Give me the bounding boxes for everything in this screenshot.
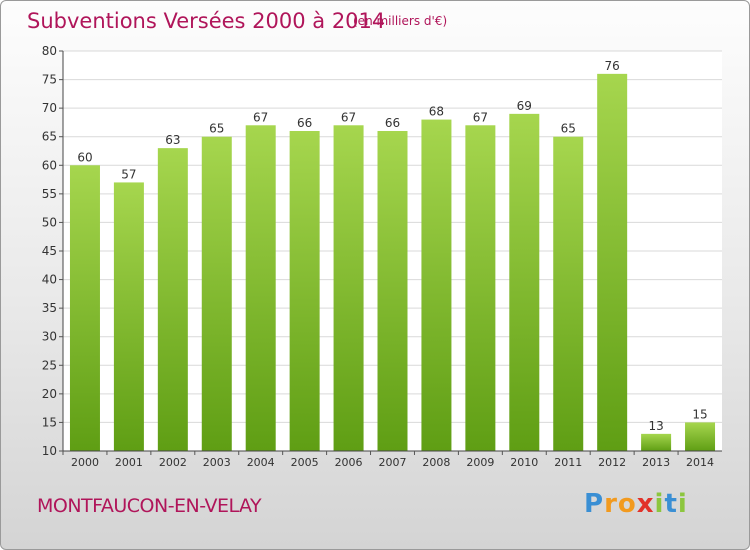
logo-letter: x	[636, 489, 655, 519]
bar-2011	[553, 136, 584, 451]
logo-letter: t	[664, 489, 678, 519]
data-label: 15	[692, 407, 707, 421]
x-tick-label: 2006	[335, 456, 363, 469]
bar-2001	[113, 182, 144, 451]
y-tick-label: 25	[42, 358, 57, 372]
data-label: 69	[517, 99, 532, 113]
y-tick-label: 70	[42, 101, 57, 115]
bar-2005	[289, 131, 320, 451]
bar-2009	[465, 125, 496, 452]
data-label: 76	[605, 59, 620, 73]
y-tick-label: 80	[42, 44, 57, 58]
y-tick-label: 40	[42, 273, 57, 287]
y-tick-label: 50	[42, 215, 57, 229]
x-tick-label: 2001	[115, 456, 143, 469]
data-label: 66	[297, 116, 312, 130]
data-label: 13	[648, 419, 663, 433]
data-label: 68	[429, 105, 444, 119]
y-tick-label: 55	[42, 187, 57, 201]
logo-letter: i	[677, 489, 688, 519]
y-tick-label: 60	[42, 158, 57, 172]
bar-2010	[509, 113, 540, 451]
bar-2002	[157, 148, 188, 451]
logo-letter: i	[654, 489, 665, 519]
x-tick-label: 2013	[642, 456, 670, 469]
data-label: 67	[341, 110, 356, 124]
data-label: 63	[165, 133, 180, 147]
y-tick-label: 35	[42, 301, 57, 315]
x-tick-label: 2004	[247, 456, 275, 469]
y-tick-label: 20	[42, 387, 57, 401]
data-labels: 60 57 63 65 67 66 67 66 68 67 69 65 76 13 15	[77, 59, 707, 433]
y-tick-labels: 10 15 20 25 30 35 40 45 50 55 60 65 70 75 80	[42, 44, 63, 458]
x-tick-label: 2011	[554, 456, 582, 469]
bar-2007	[377, 131, 408, 451]
y-tick-label: 75	[42, 73, 57, 87]
x-tick-label: 2000	[71, 456, 99, 469]
logo-letter: o	[617, 489, 637, 519]
bar-2012	[597, 73, 628, 451]
y-tick-label: 30	[42, 330, 57, 344]
data-label: 67	[473, 110, 488, 124]
bar-2013	[641, 433, 672, 451]
bar-2004	[245, 125, 276, 452]
bar-2003	[201, 136, 232, 451]
data-label: 66	[385, 116, 400, 130]
x-tick-label: 2012	[598, 456, 626, 469]
y-tick-label: 45	[42, 244, 57, 258]
x-tick-label: 2008	[422, 456, 450, 469]
data-label: 65	[561, 122, 576, 136]
x-tick-label: 2005	[291, 456, 319, 469]
commune-name: MONTFAUCON-EN-VELAY	[37, 495, 262, 517]
bars	[69, 73, 716, 452]
logo-letter: r	[604, 489, 618, 519]
x-tick-label: 2014	[686, 456, 714, 469]
x-tick-label: 2003	[203, 456, 231, 469]
data-label: 57	[121, 167, 136, 181]
chart-subtitle: (en milliers d'€)	[353, 14, 448, 28]
x-tick-label: 2009	[466, 456, 494, 469]
data-label: 67	[253, 110, 268, 124]
y-tick-label: 10	[42, 444, 57, 458]
y-tick-label: 15	[42, 415, 57, 429]
logo-letter: P	[584, 489, 605, 519]
bar-2008	[421, 119, 452, 452]
x-tick-labels: 2000 2001 2002 2003 2004 2005 2006 2007 2008 2009…	[62, 451, 714, 469]
chart-title: Subventions Versées 2000 à 2014	[27, 9, 386, 33]
proxiti-logo: Proxiti	[584, 489, 688, 519]
bar-2000	[69, 165, 100, 452]
data-label: 60	[77, 150, 92, 164]
data-label: 65	[209, 122, 224, 136]
bar-2014	[685, 422, 716, 451]
y-tick-label: 65	[42, 130, 57, 144]
x-tick-label: 2002	[159, 456, 187, 469]
x-tick-label: 2010	[510, 456, 538, 469]
bar-2006	[333, 125, 364, 452]
x-tick-label: 2007	[379, 456, 407, 469]
